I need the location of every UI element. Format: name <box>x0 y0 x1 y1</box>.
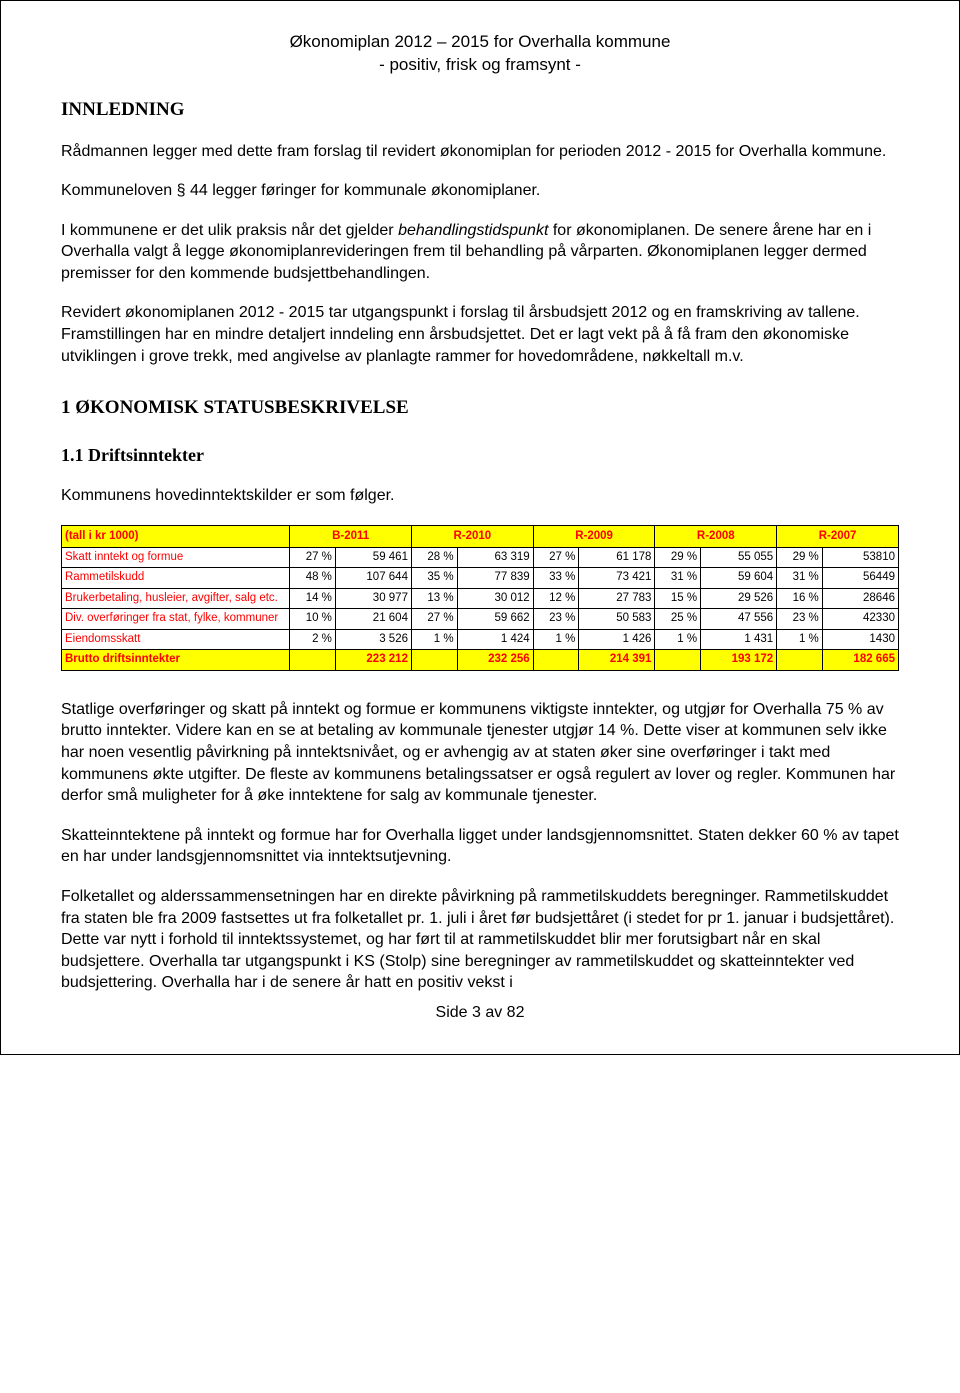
cell-val: 59 604 <box>701 568 777 589</box>
cell-pct: 27 % <box>411 609 457 630</box>
paragraph-7: Skatteinntektene på inntekt og formue ha… <box>61 825 899 868</box>
cell-val: 1 424 <box>457 629 533 650</box>
total-label: Brutto driftsinntekter <box>62 650 290 671</box>
cell-val: 73 421 <box>579 568 655 589</box>
table-row: Brukerbetaling, husleier, avgifter, salg… <box>62 588 899 609</box>
paragraph-6: Statlige overføringer og skatt på inntek… <box>61 699 899 807</box>
total-val: 182 665 <box>822 650 898 671</box>
cell-val: 27 783 <box>579 588 655 609</box>
cell-val: 30 977 <box>335 588 411 609</box>
cell-val: 42330 <box>822 609 898 630</box>
col-r2008: R-2008 <box>655 525 777 547</box>
paragraph-4: Revidert økonomiplanen 2012 - 2015 tar u… <box>61 302 899 367</box>
row-label: Rammetilskudd <box>62 568 290 589</box>
cell-pct: 23 % <box>533 609 579 630</box>
col-r2010: R-2010 <box>411 525 533 547</box>
cell-pct: 14 % <box>290 588 336 609</box>
cell-val: 28646 <box>822 588 898 609</box>
p3-italic: behandlingstidspunkt <box>398 222 548 239</box>
header-title: Økonomiplan 2012 – 2015 for Overhalla ko… <box>61 31 899 54</box>
table-row: Skatt inntekt og formue27 %59 46128 %63 … <box>62 547 899 568</box>
page-footer: Side 3 av 82 <box>61 1002 899 1024</box>
p3-part-a: I kommunene er det ulik praksis når det … <box>61 222 398 239</box>
total-pct-empty <box>411 650 457 671</box>
cell-pct: 2 % <box>290 629 336 650</box>
cell-pct: 1 % <box>777 629 823 650</box>
cell-val: 47 556 <box>701 609 777 630</box>
cell-val: 21 604 <box>335 609 411 630</box>
cell-val: 59 662 <box>457 609 533 630</box>
cell-val: 50 583 <box>579 609 655 630</box>
cell-val: 55 055 <box>701 547 777 568</box>
col-r2009: R-2009 <box>533 525 655 547</box>
table-row: Rammetilskudd48 %107 64435 %77 83933 %73… <box>62 568 899 589</box>
income-table: (tall i kr 1000) B-2011 R-2010 R-2009 R-… <box>61 525 899 671</box>
table-total-row: Brutto driftsinntekter 223 212 232 256 214 … <box>62 650 899 671</box>
total-val: 223 212 <box>335 650 411 671</box>
cell-val: 56449 <box>822 568 898 589</box>
cell-val: 77 839 <box>457 568 533 589</box>
cell-pct: 27 % <box>290 547 336 568</box>
row-label: Eiendomsskatt <box>62 629 290 650</box>
cell-pct: 48 % <box>290 568 336 589</box>
total-val: 232 256 <box>457 650 533 671</box>
cell-pct: 10 % <box>290 609 336 630</box>
cell-val: 53810 <box>822 547 898 568</box>
col-r2007: R-2007 <box>777 525 899 547</box>
cell-val: 1 431 <box>701 629 777 650</box>
total-val: 193 172 <box>701 650 777 671</box>
cell-val: 30 012 <box>457 588 533 609</box>
cell-pct: 1 % <box>655 629 701 650</box>
total-pct-empty <box>533 650 579 671</box>
row-label: Div. overføringer fra stat, fylke, kommu… <box>62 609 290 630</box>
cell-pct: 12 % <box>533 588 579 609</box>
cell-pct: 1 % <box>411 629 457 650</box>
cell-pct: 23 % <box>777 609 823 630</box>
cell-pct: 15 % <box>655 588 701 609</box>
section-drift-title: 1.1 Driftsinntekter <box>61 443 899 467</box>
table-row: Eiendomsskatt2 %3 5261 %1 4241 %1 4261 %… <box>62 629 899 650</box>
table-row: Div. overføringer fra stat, fylke, kommu… <box>62 609 899 630</box>
cell-pct: 16 % <box>777 588 823 609</box>
paragraph-8: Folketallet og alderssammensetningen har… <box>61 886 899 994</box>
cell-val: 1 426 <box>579 629 655 650</box>
cell-val: 1430 <box>822 629 898 650</box>
cell-pct: 31 % <box>777 568 823 589</box>
cell-pct: 25 % <box>655 609 701 630</box>
page-header: Økonomiplan 2012 – 2015 for Overhalla ko… <box>61 31 899 77</box>
section-status-title: 1 ØKONOMISK STATUSBESKRIVELSE <box>61 395 899 421</box>
total-val: 214 391 <box>579 650 655 671</box>
table-header-row: (tall i kr 1000) B-2011 R-2010 R-2009 R-… <box>62 525 899 547</box>
cell-pct: 13 % <box>411 588 457 609</box>
cell-val: 63 319 <box>457 547 533 568</box>
cell-pct: 29 % <box>655 547 701 568</box>
total-pct-empty <box>290 650 336 671</box>
paragraph-5: Kommunens hovedinntektskilder er som føl… <box>61 485 899 507</box>
cell-pct: 35 % <box>411 568 457 589</box>
total-pct-empty <box>655 650 701 671</box>
header-subtitle: - positiv, frisk og framsynt - <box>61 54 899 77</box>
cell-val: 107 644 <box>335 568 411 589</box>
cell-pct: 31 % <box>655 568 701 589</box>
cell-pct: 1 % <box>533 629 579 650</box>
paragraph-2: Kommuneloven § 44 legger føringer for ko… <box>61 180 899 202</box>
cell-val: 61 178 <box>579 547 655 568</box>
cell-pct: 29 % <box>777 547 823 568</box>
paragraph-1: Rådmannen legger med dette fram forslag … <box>61 141 899 163</box>
row-label: Brukerbetaling, husleier, avgifter, salg… <box>62 588 290 609</box>
paragraph-3: I kommunene er det ulik praksis når det … <box>61 220 899 285</box>
row-label: Skatt inntekt og formue <box>62 547 290 568</box>
cell-pct: 28 % <box>411 547 457 568</box>
table-header-note: (tall i kr 1000) <box>62 525 290 547</box>
cell-val: 59 461 <box>335 547 411 568</box>
cell-val: 29 526 <box>701 588 777 609</box>
cell-val: 3 526 <box>335 629 411 650</box>
col-b2011: B-2011 <box>290 525 412 547</box>
cell-pct: 27 % <box>533 547 579 568</box>
cell-pct: 33 % <box>533 568 579 589</box>
total-pct-empty <box>777 650 823 671</box>
section-innledning-title: INNLEDNING <box>61 97 899 123</box>
